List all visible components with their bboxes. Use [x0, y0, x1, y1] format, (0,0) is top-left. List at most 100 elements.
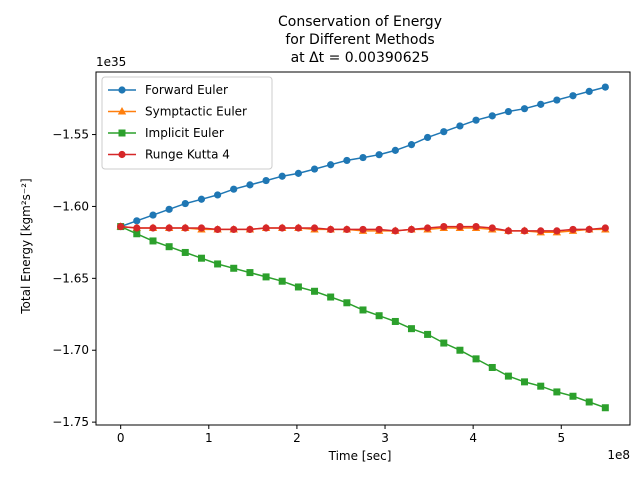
- data-point-runge-kutta-4: [327, 225, 335, 234]
- data-point-forward-euler: [407, 141, 416, 149]
- legend-label: Forward Euler: [145, 83, 228, 97]
- x-tick-label: 2: [293, 431, 301, 445]
- data-point-implicit-euler: [504, 372, 512, 380]
- data-point-forward-euler: [310, 165, 319, 173]
- legend: Forward Euler Symptactic Euler Implicit Eu…: [101, 76, 273, 170]
- data-point-forward-euler: [375, 151, 383, 159]
- data-point-forward-euler: [391, 146, 399, 154]
- data-point-runge-kutta-4: [472, 222, 480, 231]
- data-point-runge-kutta-4: [359, 225, 367, 234]
- series-layer: [116, 83, 610, 412]
- data-point-runge-kutta-4: [407, 225, 416, 234]
- x-tick-label: 4: [469, 431, 477, 445]
- data-point-forward-euler: [197, 195, 206, 203]
- legend-label: Runge Kutta 4: [145, 148, 230, 162]
- legend-marker: [118, 150, 126, 159]
- data-point-forward-euler: [585, 87, 593, 96]
- data-point-implicit-euler: [311, 287, 319, 295]
- data-point-forward-euler: [294, 169, 303, 177]
- data-point-implicit-euler: [230, 264, 238, 272]
- legend-label: Symptactic Euler: [145, 105, 247, 119]
- data-point-implicit-euler: [278, 277, 286, 285]
- data-point-forward-euler: [553, 96, 561, 104]
- data-point-runge-kutta-4: [423, 224, 432, 232]
- data-point-runge-kutta-4: [553, 227, 561, 235]
- data-point-runge-kutta-4: [343, 225, 351, 234]
- data-point-implicit-euler: [262, 273, 270, 281]
- data-point-forward-euler: [472, 116, 480, 124]
- legend-items: Forward Euler Symptactic Euler Implicit Eu…: [108, 83, 247, 162]
- data-point-implicit-euler: [149, 237, 157, 245]
- y-axis-label: Total Energy [kgm²s⁻²]: [19, 178, 33, 315]
- data-point-runge-kutta-4: [504, 227, 512, 235]
- ticks-layer: 0 1 2 3 4 5 −1.55 −1.60 −1.65 −1.70 −1.75: [52, 128, 565, 445]
- data-point-runge-kutta-4: [133, 224, 141, 232]
- data-point-implicit-euler: [553, 388, 561, 396]
- data-point-implicit-euler: [456, 346, 464, 354]
- data-point-forward-euler: [504, 107, 512, 116]
- data-point-forward-euler: [359, 153, 367, 162]
- legend-box: [101, 76, 273, 170]
- data-point-implicit-euler: [585, 398, 593, 406]
- series-forward-euler: [117, 83, 609, 231]
- data-point-forward-euler: [149, 211, 157, 219]
- data-point-runge-kutta-4: [520, 227, 529, 235]
- data-point-runge-kutta-4: [601, 224, 609, 232]
- legend-item-implicit-euler: Implicit Euler: [108, 126, 224, 140]
- data-point-runge-kutta-4: [569, 225, 577, 234]
- data-point-forward-euler: [181, 199, 189, 208]
- data-point-implicit-euler: [569, 392, 577, 400]
- plot-frame: [95, 71, 631, 426]
- data-point-runge-kutta-4: [278, 224, 286, 232]
- data-point-runge-kutta-4: [181, 224, 189, 232]
- data-point-runge-kutta-4: [294, 224, 303, 232]
- y-tick-label: −1.75: [52, 415, 89, 429]
- data-point-forward-euler: [520, 105, 529, 113]
- data-point-forward-euler: [569, 92, 577, 100]
- data-point-implicit-euler: [537, 382, 545, 390]
- chart-title-line-3: at Δt = 0.00390625: [291, 50, 430, 66]
- data-point-runge-kutta-4: [310, 224, 319, 232]
- data-point-forward-euler: [488, 112, 496, 120]
- data-point-forward-euler: [423, 133, 432, 142]
- data-point-runge-kutta-4: [537, 227, 545, 235]
- data-point-runge-kutta-4: [585, 225, 593, 234]
- data-point-implicit-euler: [165, 243, 173, 251]
- data-point-implicit-euler: [440, 339, 448, 347]
- data-point-forward-euler: [278, 172, 286, 180]
- data-point-forward-euler: [262, 176, 270, 185]
- data-point-forward-euler: [601, 83, 609, 91]
- x-offset-label: 1e8: [607, 448, 630, 462]
- data-point-forward-euler: [343, 156, 351, 165]
- data-point-forward-euler: [246, 181, 254, 189]
- data-point-runge-kutta-4: [440, 222, 448, 231]
- data-point-runge-kutta-4: [391, 227, 399, 235]
- legend-marker: [118, 129, 126, 137]
- legend-marker: [118, 86, 126, 94]
- y-tick-label: −1.70: [52, 343, 89, 357]
- data-point-forward-euler: [230, 185, 238, 193]
- data-point-implicit-euler: [197, 254, 205, 262]
- data-point-runge-kutta-4: [262, 224, 270, 232]
- data-point-implicit-euler: [601, 404, 609, 412]
- data-point-forward-euler: [214, 191, 222, 199]
- data-point-implicit-euler: [181, 248, 189, 256]
- data-point-runge-kutta-4: [230, 225, 238, 234]
- legend-item-runge-kutta-4: Runge Kutta 4: [108, 148, 230, 162]
- x-tick-label: 1: [205, 431, 213, 445]
- data-point-implicit-euler: [424, 330, 432, 338]
- data-point-implicit-euler: [133, 230, 141, 238]
- series-runge-kutta-4: [117, 222, 609, 235]
- data-point-implicit-euler: [359, 306, 367, 314]
- legend-marker: [117, 107, 127, 115]
- data-point-runge-kutta-4: [214, 225, 222, 234]
- chart-title-line-1: Conservation of Energy: [278, 14, 442, 30]
- data-point-implicit-euler: [521, 378, 529, 386]
- data-point-implicit-euler: [375, 312, 383, 320]
- data-point-implicit-euler: [214, 260, 222, 268]
- data-point-implicit-euler: [407, 325, 415, 333]
- y-tick-label: −1.65: [52, 271, 89, 285]
- data-point-runge-kutta-4: [197, 224, 206, 232]
- data-point-implicit-euler: [294, 283, 302, 291]
